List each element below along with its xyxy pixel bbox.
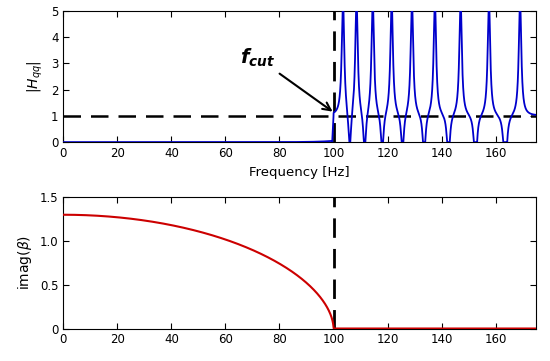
Text: $\boldsymbol{f}_{\boldsymbol{cut}}$: $\boldsymbol{f}_{\boldsymbol{cut}}$ [240, 47, 331, 110]
Y-axis label: $| H_{qq} |$: $| H_{qq} |$ [26, 60, 45, 93]
X-axis label: Frequency [Hz]: Frequency [Hz] [250, 166, 350, 179]
Y-axis label: $\mathrm{imag}(\beta)$: $\mathrm{imag}(\beta)$ [16, 235, 34, 291]
